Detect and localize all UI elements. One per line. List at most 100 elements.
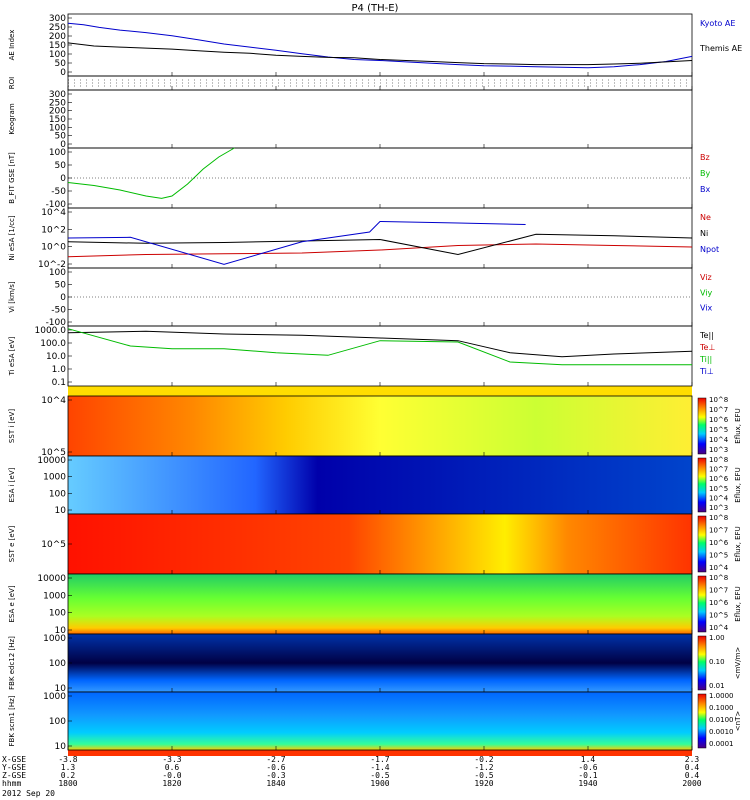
footer-row-value: -0.1 <box>578 771 597 780</box>
footer-ephemeris: X-GSE -3.8 -3.3 -2.7 -1.7 -0.2 1.4 2.3Y-GSE 1.3 0… <box>2 755 702 788</box>
panel-frame <box>67 13 693 77</box>
footer-row-value: 0.2 <box>61 771 76 780</box>
y-tick-label: 10 <box>55 684 67 694</box>
colorbar-tick: 10^4 <box>709 436 729 444</box>
footer-row-value: 1820 <box>162 779 181 788</box>
series-line-By <box>67 147 235 199</box>
colorbar-label: <mV/m> <box>734 647 742 680</box>
footer-row-value: -0.0 <box>162 771 181 780</box>
y-tick-label: 10^-2 <box>38 260 66 270</box>
colorbar-tick: 10^8 <box>709 574 728 582</box>
panel-frame <box>67 207 693 269</box>
footer-row-value: 1940 <box>578 779 597 788</box>
colorbar-tick: 0.01 <box>709 682 725 690</box>
y-tick-label: 0 <box>60 140 66 150</box>
series-line-Te|| <box>67 330 693 358</box>
y-tick-label: 10^5 <box>41 540 66 550</box>
y-axis-label: AE Index <box>8 30 16 61</box>
y-tick-label: 0.1 <box>52 378 66 388</box>
y-tick-label: 100 <box>49 717 66 727</box>
colorbar-tick: 10^5 <box>709 612 728 620</box>
footer-row-value: -1.4 <box>370 763 389 772</box>
panel-roi: ROI <box>8 75 693 91</box>
legend-entry: Te⊥ <box>699 343 715 352</box>
footer-row-value: 1800 <box>58 779 77 788</box>
colorbar-tick: 10^4 <box>709 624 729 632</box>
series-line-Kyoto AE <box>67 22 693 69</box>
footer-row-value: -0.5 <box>474 771 493 780</box>
y-tick-label: 10000 <box>37 456 66 466</box>
y-tick-label: 10 <box>55 626 67 636</box>
spectrogram-fbk_b <box>68 692 692 750</box>
colorbar-esa_i <box>697 457 707 513</box>
date-label: 2012 Sep 20 <box>2 789 55 798</box>
footer-row-value: 0.4 <box>685 763 700 772</box>
series-line-Themis AE <box>67 42 693 66</box>
colorbar-tick: 10^3 <box>709 446 728 454</box>
y-tick-label: 150 <box>49 115 66 125</box>
footer-row-value: 1.3 <box>61 763 76 772</box>
y-tick-label: 10000 <box>37 574 66 584</box>
y-tick-label: 300 <box>49 90 66 100</box>
y-axis-label: Keogram <box>8 103 16 134</box>
series-line-Ne <box>67 243 693 258</box>
y-tick-label: 50 <box>55 161 67 171</box>
y-tick-label: 0 <box>60 174 66 184</box>
panel-ni: Ni eSA [1/cc] 10^4 10^2 10^0 10^-2 Ne Ni Npot <box>8 207 719 270</box>
y-tick-label: 50 <box>55 132 67 142</box>
y-tick-label: 100 <box>49 50 66 60</box>
panel-esa_e: 10^8 10^7 10^6 10^5 10^4 Eflux, EFU ESA e [eV]… <box>8 573 742 636</box>
panel-sst_i: 10^8 10^7 10^6 10^5 10^4 10^3 Eflux, EFU SST i … <box>8 395 742 458</box>
footer-row-value: 2.3 <box>685 755 700 764</box>
colorbar-tick: 10^5 <box>709 552 728 560</box>
y-tick-label: 100 <box>49 489 66 499</box>
colorbar-sst_e <box>697 515 707 573</box>
legend-entry: Bx <box>700 185 710 194</box>
colorbar-fbk_b <box>697 693 707 749</box>
footer-row-value: -0.6 <box>266 763 285 772</box>
y-tick-label: 1000 <box>43 473 66 483</box>
y-tick-label: 200 <box>49 32 66 42</box>
colorbar-tick: 1.00 <box>709 634 725 642</box>
y-tick-label: 100 <box>49 609 66 619</box>
colorbar-label: Eflux, EFU <box>734 586 742 621</box>
footer-row-value: -0.6 <box>578 763 597 772</box>
colorbar-label: Eflux, EFU <box>734 408 742 443</box>
panel-ti: Ti eSA [eV] 1000.0 100.0 10.0 1.0 0.1 Te|| Te⊥ T… <box>8 325 715 388</box>
y-tick-label: 100 <box>49 659 66 669</box>
colorbar-tick: 10^7 <box>709 587 728 595</box>
panel-bfit: B_FIT GSE [nT] 100 50 0 -50 -100 Bz By Bx <box>8 147 710 210</box>
y-axis-label: B_FIT GSE [nT] <box>8 152 16 204</box>
colorbar-tick: 10^8 <box>709 514 728 522</box>
colorbar-tick: 10^7 <box>709 406 728 414</box>
colorbar-esa_e <box>697 575 707 633</box>
legend-entry: Kyoto AE <box>700 19 735 28</box>
colorbar-tick: 0.0010 <box>709 728 734 736</box>
y-tick-label: 10 <box>55 506 67 516</box>
legend-entry: Ti⊥ <box>699 367 714 376</box>
y-axis-label: Vi [km/s] <box>8 281 16 312</box>
footer-row-label: Z-GSE <box>2 771 26 780</box>
legend-entry: Viy <box>700 288 713 297</box>
footer-row-value: 0.4 <box>685 771 700 780</box>
footer-row-value: 2000 <box>682 779 701 788</box>
panel-vi: Vi [km/s] 100 50 0 -50 -100 Viz Viy Vix <box>8 267 713 328</box>
colorbar-tick: 10^4 <box>709 494 729 502</box>
y-tick-label: -50 <box>51 306 66 316</box>
y-axis-label: SST e [eV] <box>8 525 16 562</box>
colorbar-tick: 0.0100 <box>709 716 734 724</box>
y-tick-label: 1000.0 <box>35 326 67 336</box>
y-tick-label: -50 <box>51 187 66 197</box>
y-axis-label: ROI <box>8 77 16 89</box>
mode-flag-bar <box>68 750 692 756</box>
colorbar-tick: 0.1000 <box>709 704 734 712</box>
colorbar-tick: 10^6 <box>709 599 729 607</box>
footer-row-label: hhmm <box>2 779 21 788</box>
y-axis-label: Ni eSA [1/cc] <box>8 215 16 261</box>
colorbar-tick: 10^7 <box>709 527 728 535</box>
footer-row-value: -3.8 <box>58 755 77 764</box>
y-tick-label: 250 <box>49 23 66 33</box>
